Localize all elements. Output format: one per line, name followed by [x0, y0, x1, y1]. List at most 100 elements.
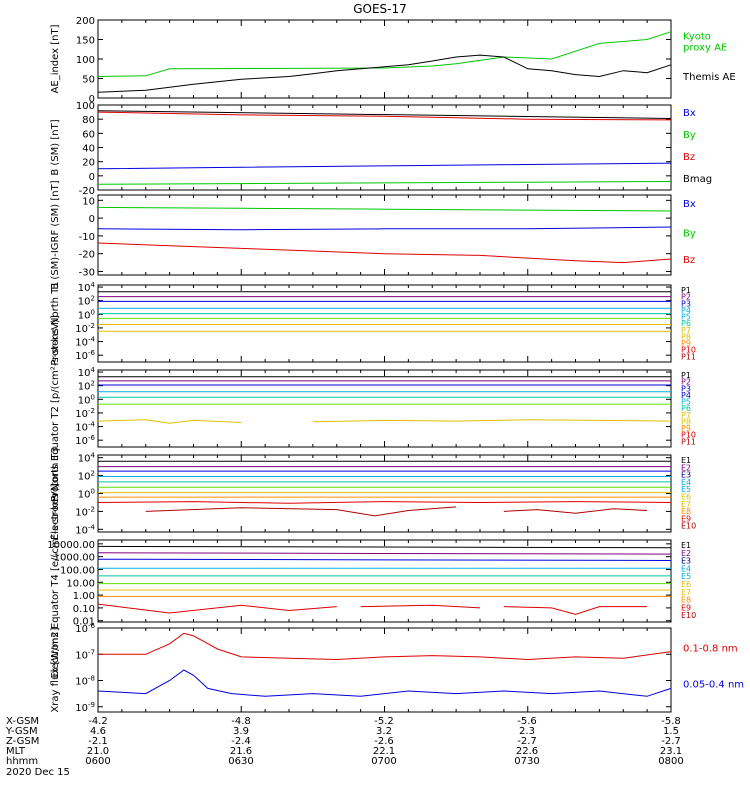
legend-label: 0.05-0.4 nm	[683, 679, 744, 690]
y-axis-label: B (SM)-IGRF (SM) [nT]	[50, 180, 61, 289]
y-tick-label: 102	[78, 470, 95, 483]
y-tick-label: 10-6	[75, 622, 95, 635]
legend-label: E6	[681, 580, 691, 589]
legend-label: P11	[681, 437, 696, 446]
legend-label: E3	[681, 471, 691, 480]
y-axis-label: Electrons North T3	[50, 447, 61, 540]
x-axis-value: -2.7	[517, 736, 537, 747]
x-axis-value: 3.2	[376, 726, 392, 737]
series-line-9	[97, 603, 337, 614]
legend-label: P4	[681, 391, 691, 400]
legend-label: E10	[681, 611, 696, 620]
y-tick-label: 10-2	[75, 407, 95, 420]
y-tick-label: 0	[89, 214, 95, 225]
x-axis-value: 0630	[228, 756, 253, 767]
y-tick-label: 104	[78, 452, 96, 465]
legend-label: P11	[681, 352, 696, 361]
x-axis-row-label: Y-GSM	[5, 726, 38, 737]
y-tick-label: 150	[76, 36, 95, 47]
legend-label: proxy AE	[683, 43, 727, 54]
series-line-2	[97, 54, 672, 93]
x-axis-value: 23.1	[660, 746, 682, 757]
legend-label: P7	[681, 411, 691, 420]
legend-label: Bmag	[683, 174, 712, 185]
x-axis-value: 21.0	[87, 746, 109, 757]
y-tick-label: 10-2	[75, 505, 95, 518]
y-tick-label: 40	[82, 144, 95, 155]
legend-label: E8	[681, 596, 691, 605]
series-line-1	[97, 110, 672, 119]
series-line-8	[312, 419, 672, 423]
y-axis-label: Electrons Equator T4 [e/(cm²-s-sr-keV)]	[50, 483, 61, 678]
legend-label: Bz	[683, 255, 695, 266]
y-tick-label: 10-6	[75, 434, 95, 447]
legend-label: E5	[681, 572, 691, 581]
y-tick-label: 10.00	[66, 578, 95, 589]
y-tick-label: -20	[79, 250, 95, 261]
x-axis-value: -5.2	[374, 716, 394, 727]
y-tick-label: 100.00	[60, 565, 95, 576]
x-axis-value: -2.7	[661, 736, 681, 747]
x-axis-value: -4.2	[88, 716, 108, 727]
series-line-11	[503, 508, 648, 514]
panel-8: 10-6 10-7 10-8 10-9 Xray flux [W/m2] 0.1-0.8 …	[50, 622, 744, 714]
legend-label: E2	[681, 549, 691, 558]
x-axis-value: 0800	[658, 756, 683, 767]
legend-label: E4	[681, 478, 691, 487]
y-tick-label: -30	[79, 267, 95, 278]
y-axis-label: AE_index [nT]	[50, 24, 61, 93]
series-line-1	[97, 206, 672, 212]
legend-label: E1	[681, 541, 691, 550]
legend-label: P3	[681, 384, 691, 393]
y-tick-label: -20	[79, 186, 95, 197]
y-tick-label: 10-4	[75, 421, 95, 434]
panel-frame	[97, 194, 672, 276]
legend-label: P7	[681, 326, 691, 335]
date-label: 2020 Dec 15	[6, 767, 70, 778]
y-axis-label: Protons North T1	[50, 281, 61, 365]
x-axis-value: -5.6	[517, 716, 537, 727]
y-tick-label: 10-4	[75, 336, 95, 349]
y-tick-label: 20	[82, 158, 95, 169]
legend-label: P1	[681, 371, 691, 380]
legend-label: E9	[681, 514, 691, 523]
legend-label: By	[683, 229, 696, 240]
y-tick-label: 102	[78, 380, 95, 393]
y-tick-label: 10-6	[75, 349, 95, 362]
series-line-10	[360, 604, 481, 609]
y-tick-label: 0	[89, 172, 95, 183]
panel-frame	[97, 539, 672, 623]
legend-label: E4	[681, 564, 691, 573]
y-tick-label: 10-8	[75, 675, 95, 688]
series-line-10	[145, 506, 457, 517]
series-line-2	[97, 552, 672, 555]
y-tick-label: 0	[89, 94, 95, 105]
legend-label: P4	[681, 306, 691, 315]
panel-3: -30 -20 -10 0 10 B (SM)-IGRF (SM) [nT] Bx By Bz	[50, 180, 696, 289]
y-axis-label: Xray flux [W/m2]	[50, 627, 61, 712]
y-tick-label: 10-4	[75, 523, 95, 536]
y-tick-label: 100	[76, 55, 95, 66]
x-axis-row-label: hhmm	[6, 756, 38, 767]
x-axis-value: 0730	[514, 756, 539, 767]
series-line-1	[98, 632, 672, 661]
y-tick-label: 1.00	[73, 591, 95, 602]
figure-title: GOES-17	[353, 2, 407, 16]
y-tick-label: 104	[78, 281, 96, 294]
y-tick-label: 80	[82, 115, 95, 126]
legend-label: E2	[681, 463, 691, 472]
x-axis-value: 0600	[85, 756, 110, 767]
x-axis-value: 0700	[371, 756, 396, 767]
legend-label: P3	[681, 299, 691, 308]
x-axis-value: -2.4	[231, 736, 251, 747]
panel-frame	[97, 369, 672, 448]
panel-2: -20 0 20 40 60 80 100 B (SM) [nT] Bx By Bz Bmag	[50, 101, 712, 197]
legend-label: P10	[681, 346, 696, 355]
legend-label: P6	[681, 319, 691, 328]
y-tick-label: 100	[76, 101, 95, 112]
